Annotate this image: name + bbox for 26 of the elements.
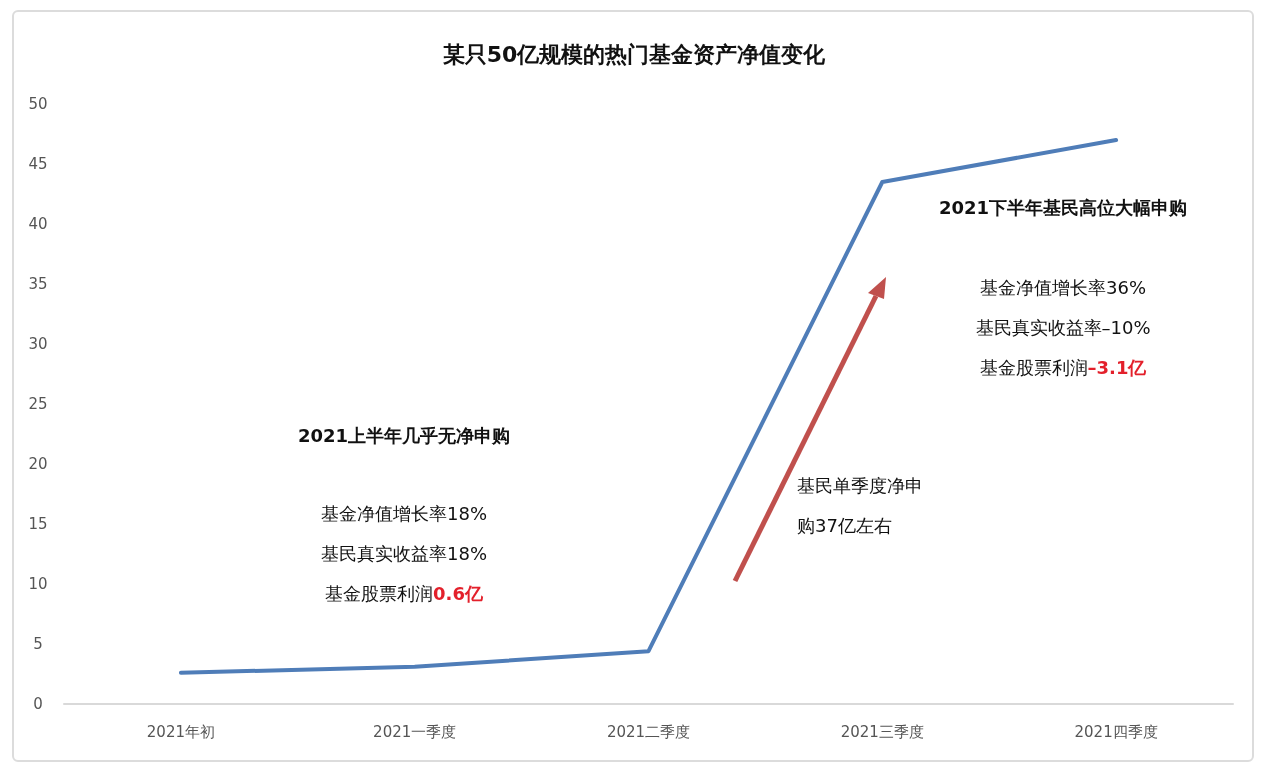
annotation: 2021上半年几乎无净申购 — [297, 424, 511, 446]
annotation: 基民真实收益率–10% — [975, 316, 1151, 338]
y-tick-label: 25 — [28, 395, 48, 413]
y-tick-label: 35 — [28, 275, 48, 293]
annotation: 2021下半年基民高位大幅申购 — [938, 196, 1188, 218]
x-tick-label: 2021年初 — [146, 722, 215, 741]
x-tick-label: 2021一季度 — [373, 722, 457, 741]
annotation: 基金净值增长率36% — [979, 276, 1147, 298]
annotation: 基金净值增长率18% — [320, 502, 488, 524]
x-tick-label: 2021三季度 — [840, 722, 924, 741]
annotation: 基民真实收益率18% — [320, 542, 488, 564]
y-tick-label: 45 — [28, 155, 48, 173]
y-tick-label: 50 — [28, 95, 48, 113]
annotation: 基金股票利润–3.1亿 — [979, 356, 1148, 378]
chart-title: 某只50亿规模的热门基金资产净值变化 — [442, 41, 827, 67]
y-tick-label: 15 — [28, 515, 48, 533]
y-tick-label: 5 — [33, 635, 43, 653]
annotation: 基民单季度净申购37亿左右 — [797, 474, 923, 536]
y-tick-label: 40 — [28, 215, 48, 233]
annotation: 基金股票利润0.6亿 — [325, 582, 484, 604]
y-tick-label: 0 — [33, 695, 43, 713]
y-tick-label: 20 — [28, 455, 48, 473]
x-tick-label: 2021四季度 — [1074, 722, 1158, 741]
x-tick-label: 2021二季度 — [606, 722, 691, 741]
y-tick-label: 10 — [28, 575, 48, 593]
y-tick-label: 30 — [28, 335, 48, 353]
